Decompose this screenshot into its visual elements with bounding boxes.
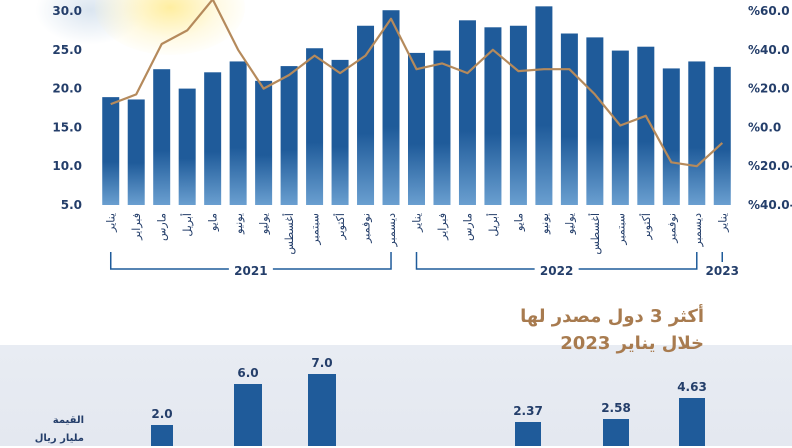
y-right-tick: %20.0- [748,159,792,173]
bar [357,25,375,205]
x-tick-label: سبتمبر [309,213,322,246]
bar [586,37,604,205]
country-bar [603,419,629,446]
bottom-ylabel-line1: القيمة [52,415,84,426]
y-left-tick: 20.0 [52,82,82,96]
bar [102,97,120,205]
year-label-bg [228,262,273,276]
x-tick-label: سبتمبر [614,213,627,246]
monthly-bar-line-chart: 30.0 25.0 20.0 15.0 10.0 5.0 %60.0 %40.0 %20.0 %0… [52,0,792,278]
country-bar-value: 6.0 [237,366,259,381]
x-tick-label: يوليو [563,213,576,235]
year-label: 2021 [234,264,267,278]
y-left-tick: 10.0 [52,159,82,173]
bar [535,6,553,206]
bar [713,66,731,205]
bar [637,46,655,205]
x-tick-label: يناير [105,213,118,233]
x-tick-label: نوفمبر [360,213,373,244]
bar [433,50,451,205]
country-bar [308,373,336,446]
bar [306,48,324,205]
bar [458,20,476,206]
year-label: 2023 [706,264,739,278]
x-tick-label: يناير [411,213,424,233]
bar [688,61,706,205]
y-right-tick: %0.0 [748,120,781,134]
x-tick-label: يوليو [258,213,271,235]
bar [484,27,502,205]
bar [255,80,273,205]
bar [153,69,171,205]
x-tick-label: ديسمبر [385,213,398,248]
x-tick-label: أغسطس [588,213,602,255]
x-tick-label: أكتوبر [333,213,347,240]
bar [509,25,527,205]
bottom-chart-ylabel: القيمة مليار ريال [34,412,84,448]
top-countries-title-line2: خلال يناير 2023 [560,333,704,354]
x-tick-label: مايو [207,213,220,232]
bar [560,33,578,206]
x-tick-label: ديسمبر [691,213,704,248]
x-tick-label: نوفمبر [665,213,678,244]
x-tick-label: مارس [461,213,474,241]
bar [331,59,349,205]
x-tick-label: يونيو [232,213,245,235]
x-tick-label: أغسطس [282,213,296,255]
bar [611,50,629,205]
country-bar-value: 2.0 [151,407,173,422]
year-label: 2022 [540,264,573,278]
y-left-tick: 25.0 [52,43,82,57]
country-bar-value: 7.0 [311,355,333,370]
growth-line [110,0,724,168]
bar [229,61,247,205]
country-bar-value: 2.58 [601,401,631,416]
bar [280,66,298,205]
y-left-tick: 15.0 [52,120,82,134]
y-right-tick: %40.0 [748,43,790,57]
main-chart-panel: 30.0 25.0 20.0 15.0 10.0 5.0 %60.0 %40.0 %20.0 %0… [35,0,792,278]
x-tick-label: أبريل [486,213,500,237]
x-tick-label: يونيو [538,213,551,235]
x-tick-label: مايو [512,213,525,232]
x-tick-label: فبراير [130,213,143,241]
country-bar [234,384,262,446]
bar [127,99,145,205]
country-bar-value: 2.37 [513,403,543,418]
bar [178,88,196,205]
bar [382,10,400,206]
bar [408,52,425,206]
bottom-ylabel-line2: مليار ريال [34,433,84,444]
y-right-tick: %60.0 [748,4,790,18]
x-tick-label: يناير [716,213,729,233]
bar [204,72,222,205]
country-bar [679,398,705,446]
year-label-bg [534,262,579,276]
y-left-tick: 30.0 [52,4,82,18]
y-left-tick: 5.0 [61,198,82,212]
country-bar [151,425,173,446]
x-tick-label: فبراير [436,213,449,241]
x-tick-label: أبريل [180,213,194,237]
top-countries-panel [0,345,792,446]
y-right-tick: %20.0 [748,82,790,96]
x-tick-label: أكتوبر [639,213,653,240]
x-tick-label: مارس [156,213,169,241]
top-countries-title-line1: أكثر 3 دول مصدر لها [520,306,704,327]
y-right-tick: %40.0- [748,198,792,212]
bar [662,68,680,205]
country-bar [515,421,541,446]
country-bar-value: 4.63 [677,380,707,395]
